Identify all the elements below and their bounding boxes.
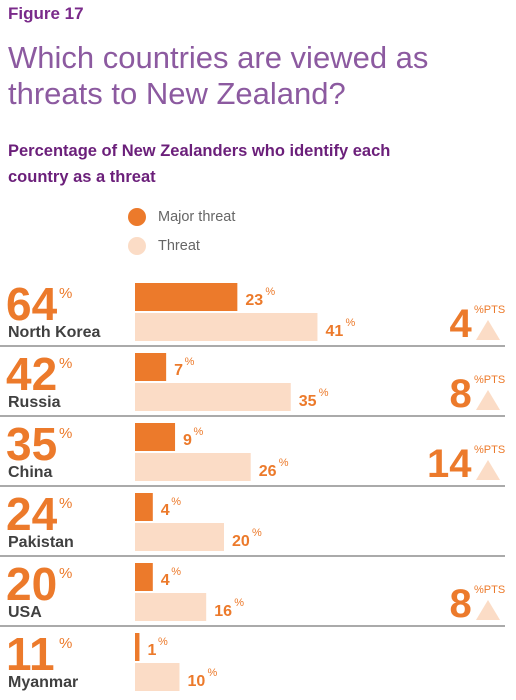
bar-major-usa xyxy=(135,563,153,591)
legend-label-major: Major threat xyxy=(158,209,236,225)
total-value-north-korea: 64 xyxy=(6,278,58,330)
bar-major-pakistan xyxy=(135,493,153,521)
legend-label-threat: Threat xyxy=(158,238,200,254)
legend-swatch-threat xyxy=(128,237,146,255)
legend-item-major: Major threat xyxy=(128,206,235,228)
bar-threat-pct-symbol: % xyxy=(319,387,329,399)
change-value-north-korea: 4 xyxy=(450,302,473,346)
change-pts-label: %PTS xyxy=(474,304,505,316)
total-pct-symbol: % xyxy=(59,355,72,372)
bar-threat-pct-symbol: % xyxy=(279,457,289,469)
bar-threat-north-korea xyxy=(135,313,318,341)
total-pct-symbol: % xyxy=(59,635,72,652)
total-pct-symbol: % xyxy=(59,495,72,512)
bar-major-pct-symbol: % xyxy=(194,426,204,438)
total-value-myanmar: 11 xyxy=(6,628,55,680)
bar-threat-value-russia: 35 xyxy=(299,393,317,410)
bar-threat-pct-symbol: % xyxy=(345,317,355,329)
country-label-russia: Russia xyxy=(8,394,61,411)
total-pct-symbol: % xyxy=(59,565,72,582)
change-pts-label: %PTS xyxy=(474,584,505,596)
change-pts-label: %PTS xyxy=(474,444,505,456)
bar-threat-pakistan xyxy=(135,523,224,551)
country-label-china: China xyxy=(8,464,53,481)
total-value-russia: 42 xyxy=(6,348,57,400)
chart-subtitle: Percentage of New Zealanders who identif… xyxy=(8,142,391,186)
legend-swatch-major xyxy=(128,208,146,226)
bar-major-value-china: 9 xyxy=(183,432,192,449)
bar-major-value-pakistan: 4 xyxy=(161,502,170,519)
bar-threat-pct-symbol: % xyxy=(252,527,262,539)
change-value-usa: 8 xyxy=(450,582,472,626)
bar-major-pct-symbol: % xyxy=(185,356,195,368)
total-pct-symbol: % xyxy=(59,285,72,302)
total-value-china: 35 xyxy=(6,418,57,470)
country-label-usa: USA xyxy=(8,604,42,621)
bar-threat-china xyxy=(135,453,251,481)
bar-threat-myanmar xyxy=(135,663,180,691)
bar-threat-usa xyxy=(135,593,207,621)
total-pct-symbol: % xyxy=(59,425,72,442)
bar-major-value-usa: 4 xyxy=(161,572,170,589)
bar-threat-value-china: 26 xyxy=(259,463,277,480)
total-value-pakistan: 24 xyxy=(6,488,58,540)
change-pts-label: %PTS xyxy=(474,374,505,386)
change-value-china: 14 xyxy=(427,442,472,486)
change-up-triangle-icon xyxy=(476,390,500,410)
bar-major-china xyxy=(135,423,176,451)
country-label-myanmar: Myanmar xyxy=(8,674,78,691)
figure-label: Figure 17 xyxy=(8,4,84,23)
bar-threat-pct-symbol: % xyxy=(234,597,244,609)
bar-threat-value-pakistan: 20 xyxy=(232,533,250,550)
bar-threat-value-myanmar: 10 xyxy=(188,673,206,690)
bar-major-value-russia: 7 xyxy=(174,362,183,379)
chart-headline: Which countries are viewed as threats to… xyxy=(8,40,429,111)
bar-threat-value-usa: 16 xyxy=(214,603,232,620)
bar-major-pct-symbol: % xyxy=(171,566,181,578)
total-value-usa: 20 xyxy=(6,558,57,610)
country-label-north-korea: North Korea xyxy=(8,324,101,341)
change-value-russia: 8 xyxy=(450,372,472,416)
country-label-pakistan: Pakistan xyxy=(8,534,74,551)
bar-major-pct-symbol: % xyxy=(158,636,168,648)
bar-threat-pct-symbol: % xyxy=(208,667,218,679)
bar-major-russia xyxy=(135,353,167,381)
bar-major-myanmar xyxy=(135,633,140,661)
bar-threat-value-north-korea: 41 xyxy=(325,323,343,340)
bar-major-pct-symbol: % xyxy=(265,286,275,298)
legend-item-threat: Threat xyxy=(128,235,200,257)
bar-major-north-korea xyxy=(135,283,238,311)
bar-major-value-north-korea: 23 xyxy=(245,292,263,309)
change-up-triangle-icon xyxy=(476,600,500,620)
bar-major-pct-symbol: % xyxy=(171,496,181,508)
change-up-triangle-icon xyxy=(476,320,500,340)
bar-major-value-myanmar: 1 xyxy=(147,642,156,659)
bar-threat-russia xyxy=(135,383,291,411)
change-up-triangle-icon xyxy=(476,460,500,480)
